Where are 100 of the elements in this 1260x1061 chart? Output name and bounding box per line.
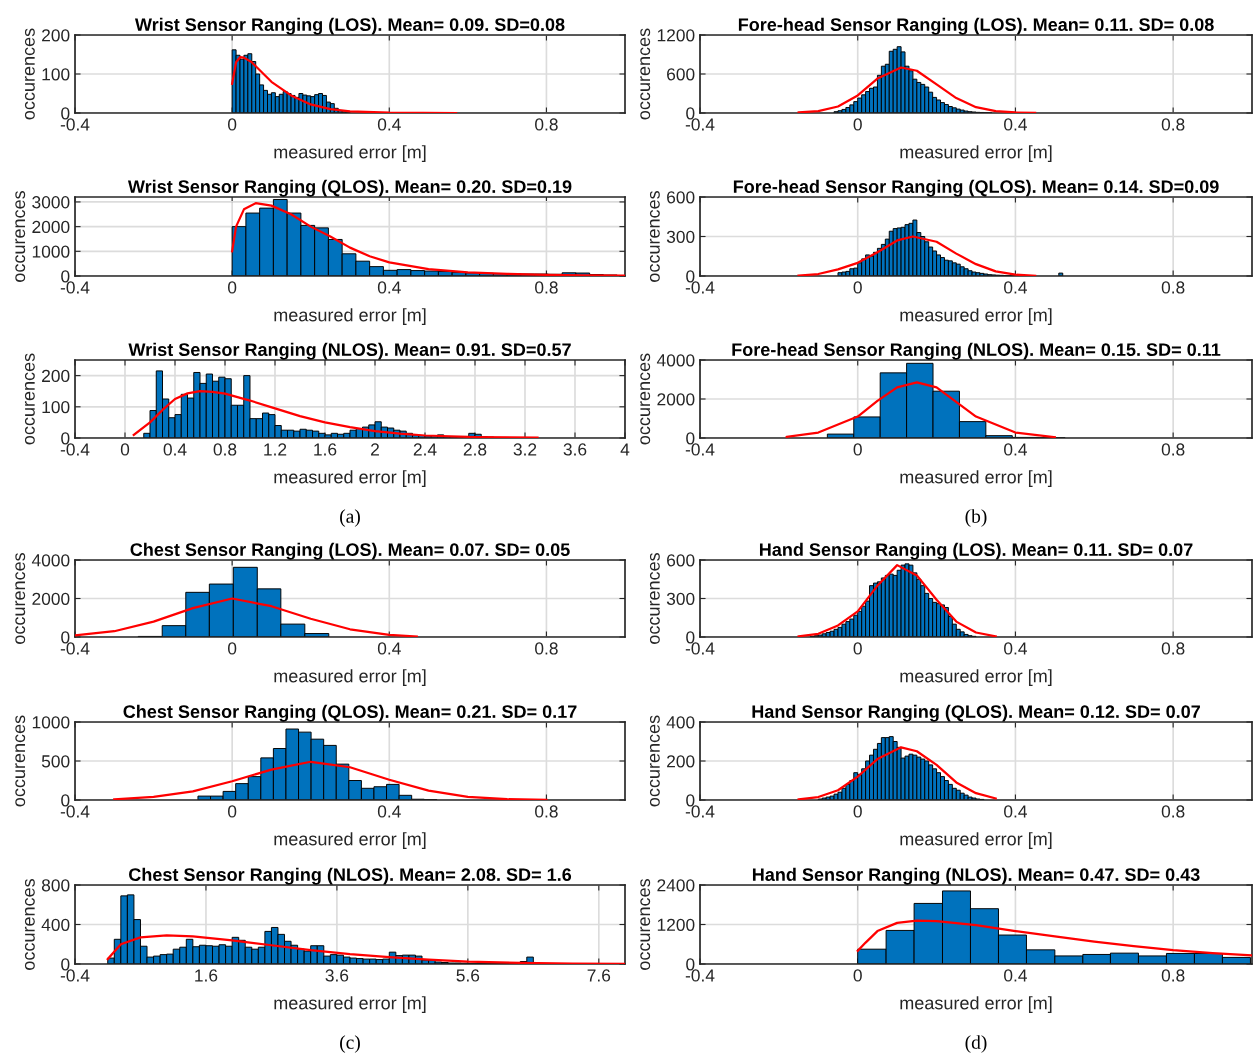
y-tick-label: 0 xyxy=(61,107,70,120)
chart-title: Fore-head Sensor Ranging (QLOS). Mean= 0.14. SD=0.09 xyxy=(733,179,1219,197)
y-axis-title: occurences xyxy=(24,353,35,445)
x-tick-label: 0.4 xyxy=(1004,805,1027,818)
y-tick-label: 2000 xyxy=(32,592,70,605)
chart-title: Chest Sensor Ranging (LOS). Mean= 0.07. SD= 0.05 xyxy=(130,542,570,560)
x-tick-label: 0.4 xyxy=(1004,281,1027,294)
x-tick-label: -0.4 xyxy=(60,969,90,982)
x-tick-label: 3.6 xyxy=(563,443,587,456)
y-tick-label: 600 xyxy=(667,554,695,567)
y-tick-label: 0 xyxy=(61,432,70,445)
y-tick-label: 600 xyxy=(667,191,695,204)
x-tick-label: 0.8 xyxy=(1161,805,1185,818)
y-tick-label: 3000 xyxy=(32,196,70,209)
x-tick-label: 0 xyxy=(227,281,237,294)
x-axis-title: measured error [m] xyxy=(274,832,426,849)
chart-title: Wrist Sensor Ranging (QLOS). Mean= 0.20. SD=0.19 xyxy=(127,179,572,197)
y-tick-label: 600 xyxy=(667,68,695,81)
y-tick-label: 4000 xyxy=(31,554,70,567)
x-tick-label: 0.4 xyxy=(1004,642,1027,655)
y-axis-title: occurences xyxy=(640,28,651,120)
y-tick-label: 0 xyxy=(61,270,70,283)
chart-title: Wrist Sensor Ranging (NLOS). Mean= 0.91. SD=0.57 xyxy=(128,342,571,360)
x-tick-label: 0 xyxy=(853,443,862,456)
chart-title: Chest Sensor Ranging (NLOS). Mean= 2.08. SD= 1.6 xyxy=(129,867,572,885)
text: (a) xyxy=(340,509,360,527)
x-tick-label: 0.4 xyxy=(1004,443,1027,456)
x-tick-label: -0.4 xyxy=(685,805,715,818)
y-tick-label: 0 xyxy=(686,270,695,283)
y-axis-title: occurences xyxy=(15,552,26,644)
x-tick-label: -0.4 xyxy=(685,642,715,655)
y-tick-label: 1000 xyxy=(32,245,70,258)
y-tick-label: 200 xyxy=(42,369,70,383)
x-tick-label: 0.8 xyxy=(1161,281,1185,294)
y-tick-label: 0 xyxy=(686,631,695,644)
y-axis-title: occurences xyxy=(649,715,660,807)
y-tick-label: 0 xyxy=(61,958,70,971)
x-axis-title: measured error [m] xyxy=(274,669,426,686)
x-tick-label: 0 xyxy=(853,118,862,131)
x-tick-label: 0.8 xyxy=(1161,642,1185,655)
x-tick-label: 0.4 xyxy=(377,642,401,655)
x-tick-label: 0.4 xyxy=(163,443,187,456)
text: (b) xyxy=(965,509,987,527)
y-tick-label: 1000 xyxy=(32,716,70,729)
x-tick-label: 0 xyxy=(853,805,862,818)
y-tick-label: 100 xyxy=(42,400,70,414)
chart-title: Hand Sensor Ranging (QLOS). Mean= 0.12. SD= 0.07 xyxy=(752,704,1200,722)
x-tick-label: 0.8 xyxy=(535,805,558,818)
x-axis-title: measured error [m] xyxy=(900,470,1052,487)
y-tick-label: 100 xyxy=(42,68,70,81)
y-tick-label: 2400 xyxy=(657,879,695,892)
x-tick-label: 0 xyxy=(853,969,862,982)
x-axis-title: measured error [m] xyxy=(900,832,1052,849)
x-tick-label: 3.2 xyxy=(513,443,537,456)
x-tick-label: 0.8 xyxy=(1161,969,1185,982)
y-tick-label: 1200 xyxy=(657,918,695,931)
chart-title: Hand Sensor Ranging (NLOS). Mean= 0.47. SD= 0.43 xyxy=(752,867,1200,885)
text: (c) xyxy=(340,1035,360,1053)
x-tick-label: -0.4 xyxy=(685,118,715,131)
y-tick-label: 0 xyxy=(686,794,695,807)
x-tick-label: 2 xyxy=(371,443,379,456)
x-tick-label: 2.8 xyxy=(463,443,487,456)
x-tick-label: 0.4 xyxy=(377,281,401,294)
x-axis-title: measured error [m] xyxy=(274,308,426,325)
y-axis-title: occurences xyxy=(15,715,26,807)
chart-title: Chest Sensor Ranging (QLOS). Mean= 0.21. SD= 0.17 xyxy=(123,704,577,722)
x-tick-label: 0.4 xyxy=(1004,118,1027,131)
y-tick-label: 0 xyxy=(61,794,70,807)
x-tick-label: 0 xyxy=(853,281,862,294)
y-axis-title: occurences xyxy=(649,552,660,644)
x-tick-label: 7.6 xyxy=(587,969,611,982)
y-tick-label: 500 xyxy=(41,755,70,768)
y-axis-title: occurences xyxy=(640,878,651,970)
x-tick-label: -0.4 xyxy=(60,281,90,294)
y-tick-label: 200 xyxy=(667,755,695,768)
x-tick-label: -0.4 xyxy=(685,969,715,982)
y-axis-title: occurences xyxy=(640,353,651,445)
x-axis-title: measured error [m] xyxy=(274,470,426,487)
x-tick-label: -0.4 xyxy=(60,443,90,456)
x-tick-label: 0 xyxy=(120,443,130,456)
y-tick-label: 0 xyxy=(686,107,695,120)
y-tick-label: 2000 xyxy=(32,220,70,234)
x-tick-label: 0.4 xyxy=(1004,969,1027,982)
chart-title: Wrist Sensor Ranging (LOS). Mean= 0.09. SD=0.08 xyxy=(134,17,565,35)
x-axis-title: measured error [m] xyxy=(900,145,1052,162)
y-tick-label: 300 xyxy=(666,230,695,243)
x-tick-label: 0.4 xyxy=(377,118,401,131)
x-tick-label: 0 xyxy=(853,642,862,655)
x-tick-label: 0.8 xyxy=(535,642,558,655)
x-tick-label: 1.2 xyxy=(264,443,287,456)
x-axis-title: measured error [m] xyxy=(274,996,426,1013)
x-axis-title: measured error [m] xyxy=(900,669,1052,686)
y-tick-label: 4000 xyxy=(656,354,695,367)
x-tick-label: 0.8 xyxy=(1161,118,1185,131)
x-axis-title: measured error [m] xyxy=(900,308,1052,325)
x-tick-label: -0.4 xyxy=(60,805,90,818)
x-tick-label: 0 xyxy=(227,805,237,818)
x-tick-label: 0.8 xyxy=(1161,443,1185,456)
x-tick-label: -0.4 xyxy=(685,281,715,294)
x-tick-label: 0.8 xyxy=(535,118,558,131)
